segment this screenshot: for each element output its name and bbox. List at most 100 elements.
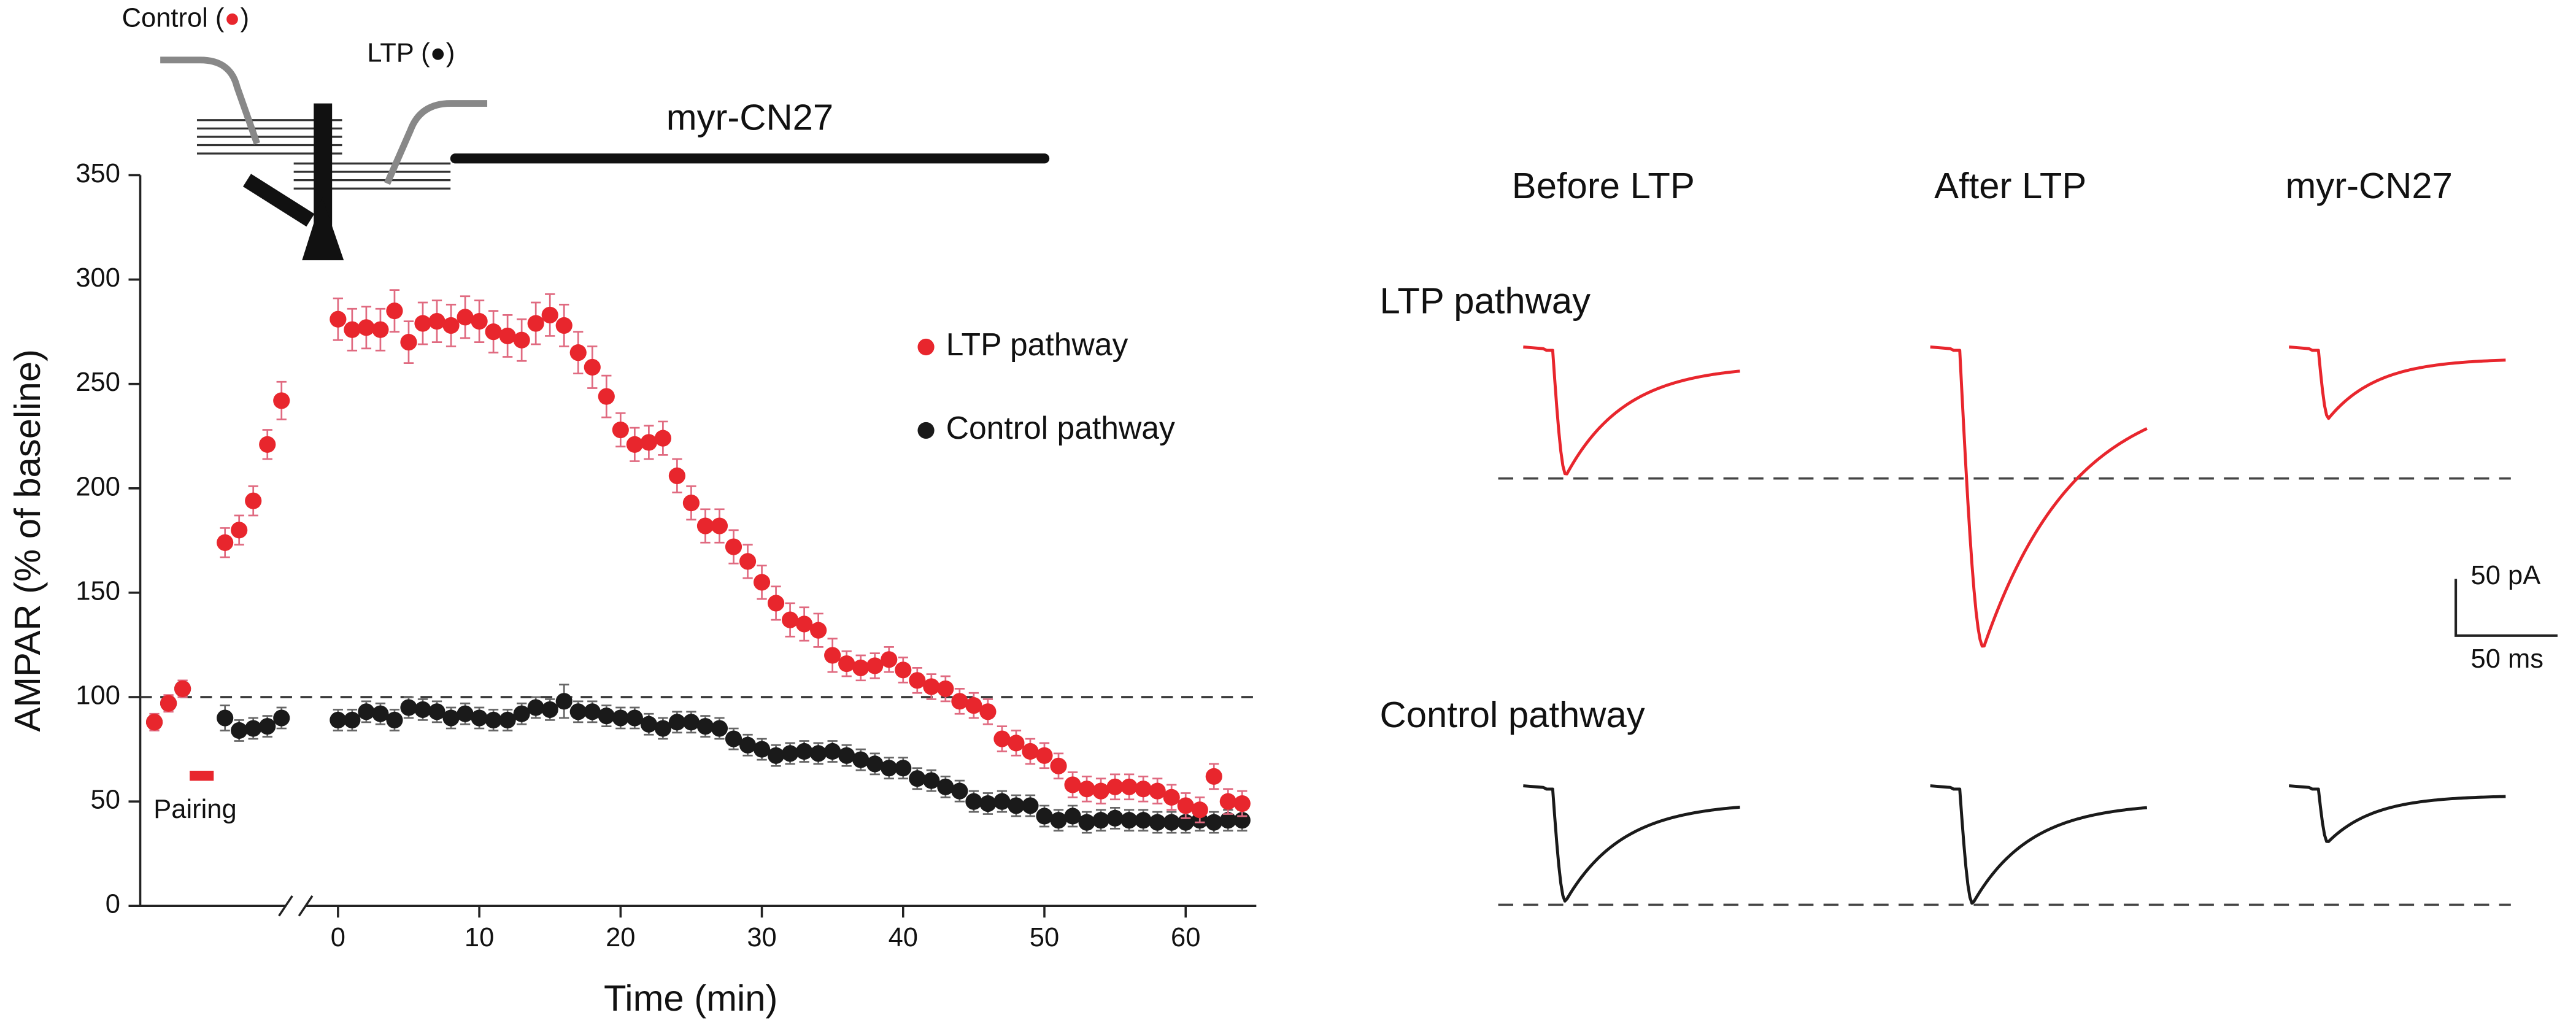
data-point bbox=[866, 755, 884, 773]
data-point bbox=[569, 703, 587, 720]
x-tick-label: 0 bbox=[331, 923, 345, 952]
data-point bbox=[569, 344, 587, 361]
data-point bbox=[386, 711, 403, 729]
data-point bbox=[796, 615, 813, 633]
data-point bbox=[1036, 747, 1053, 764]
data-point bbox=[767, 747, 785, 764]
data-point bbox=[1106, 809, 1124, 827]
data-point bbox=[711, 720, 728, 737]
x-tick-label: 50 bbox=[1030, 923, 1059, 952]
axis-break bbox=[298, 895, 314, 917]
data-point bbox=[640, 434, 657, 451]
data-point bbox=[1106, 778, 1124, 795]
data-point bbox=[881, 651, 898, 668]
data-point bbox=[753, 741, 771, 758]
data-point bbox=[1219, 793, 1236, 810]
data-point bbox=[386, 303, 403, 320]
data-point bbox=[739, 553, 757, 570]
data-point bbox=[626, 436, 643, 453]
data-point bbox=[555, 317, 573, 334]
data-point bbox=[1022, 797, 1039, 814]
label: Control ( bbox=[122, 4, 225, 33]
data-point bbox=[400, 699, 417, 716]
scale-bar-label: 50 pA bbox=[2471, 561, 2541, 590]
data-point bbox=[160, 695, 177, 712]
data-point bbox=[965, 697, 982, 714]
data-point bbox=[725, 538, 742, 555]
data-point bbox=[428, 313, 445, 330]
data-point bbox=[937, 680, 954, 698]
data-point bbox=[1163, 814, 1180, 831]
data-point bbox=[584, 358, 601, 376]
data-point bbox=[696, 718, 714, 735]
axis-break bbox=[278, 895, 293, 917]
data-point bbox=[1064, 776, 1081, 793]
drug-label: myr-CN27 bbox=[666, 97, 833, 138]
data-point bbox=[937, 778, 954, 795]
data-point bbox=[1092, 812, 1109, 829]
data-point bbox=[781, 611, 799, 628]
data-point bbox=[273, 709, 290, 727]
data-point bbox=[881, 760, 898, 777]
data-point bbox=[1050, 757, 1067, 774]
x-tick-label: 10 bbox=[465, 923, 494, 952]
data-point bbox=[217, 534, 234, 551]
trace bbox=[1930, 784, 2148, 905]
data-point bbox=[1149, 814, 1166, 831]
data-point bbox=[993, 730, 1011, 747]
pairing-label: Pairing bbox=[153, 795, 236, 824]
data-point bbox=[344, 711, 361, 729]
data-point bbox=[824, 647, 841, 664]
data-point bbox=[696, 517, 714, 534]
y-tick-label: 200 bbox=[75, 472, 120, 501]
data-point bbox=[485, 323, 502, 341]
data-point bbox=[1135, 781, 1152, 798]
data-point bbox=[654, 430, 671, 447]
x-axis-label: Time (min) bbox=[604, 978, 777, 1019]
data-point bbox=[527, 315, 544, 332]
data-point bbox=[951, 782, 968, 800]
column-header: After LTP bbox=[1934, 165, 2086, 206]
data-point bbox=[145, 714, 163, 731]
data-point bbox=[358, 703, 375, 720]
data-point bbox=[1092, 782, 1109, 800]
data-point bbox=[414, 701, 431, 719]
data-point bbox=[1149, 782, 1166, 800]
row-label: Control pathway bbox=[1380, 694, 1645, 735]
trace bbox=[2289, 784, 2506, 843]
data-point bbox=[555, 693, 573, 710]
data-point bbox=[541, 701, 558, 719]
data-point bbox=[245, 720, 262, 737]
data-point bbox=[598, 708, 615, 725]
y-axis-label: AMPAR (% of baseline) bbox=[7, 349, 48, 732]
data-point bbox=[442, 317, 460, 334]
data-point bbox=[1008, 735, 1025, 752]
data-point bbox=[1177, 797, 1194, 814]
trace bbox=[1523, 345, 1740, 476]
data-point bbox=[668, 714, 685, 731]
y-tick-label: 250 bbox=[75, 368, 120, 397]
data-point bbox=[330, 711, 347, 729]
data-point bbox=[796, 742, 813, 760]
data-point bbox=[923, 772, 940, 789]
data-point bbox=[1078, 781, 1095, 798]
scale-bar-label: 50 ms bbox=[2471, 644, 2543, 674]
data-point bbox=[372, 321, 389, 338]
data-point bbox=[499, 711, 516, 729]
data-point bbox=[1120, 812, 1138, 829]
y-tick-label: 300 bbox=[75, 263, 120, 293]
data-point bbox=[598, 388, 615, 405]
data-point bbox=[979, 795, 997, 812]
data-point bbox=[1078, 814, 1095, 831]
data-point bbox=[1064, 808, 1081, 825]
data-point bbox=[739, 736, 757, 754]
scale-bar bbox=[2455, 579, 2558, 637]
data-point bbox=[485, 711, 502, 729]
data-point bbox=[174, 680, 191, 698]
data-point bbox=[414, 315, 431, 332]
x-tick-label: 40 bbox=[889, 923, 918, 952]
label: ) bbox=[241, 4, 249, 33]
data-point bbox=[895, 760, 912, 777]
